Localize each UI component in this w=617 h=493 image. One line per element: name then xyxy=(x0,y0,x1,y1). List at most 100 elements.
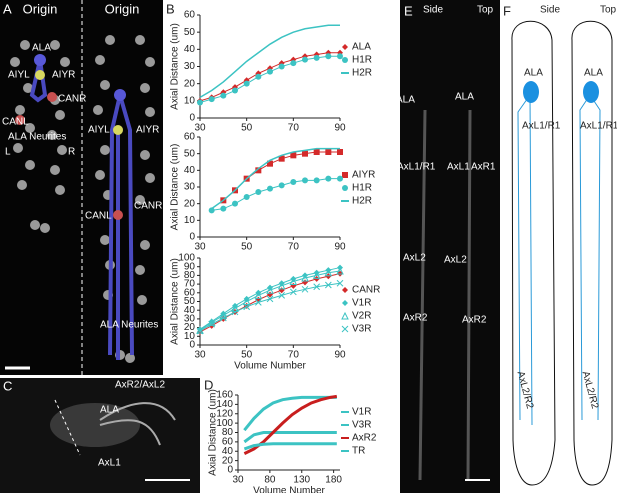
x-tick-label: 70 xyxy=(288,123,300,134)
marker xyxy=(255,73,262,80)
cell-label: CANL xyxy=(85,211,112,222)
marker xyxy=(208,96,215,103)
y-tick-label: 20 xyxy=(184,322,196,333)
cell-label: AIYR xyxy=(136,125,159,136)
marker xyxy=(277,281,286,290)
y-tick-label: 0 xyxy=(189,340,195,351)
y-tick-label: 40 xyxy=(184,44,196,55)
y-axis-label: Axial Distance (um) xyxy=(170,23,181,110)
marker xyxy=(254,299,262,306)
cell-label: AxL1/R1 xyxy=(580,121,617,132)
aiy-cell xyxy=(35,70,45,80)
y-tick-label: 40 xyxy=(184,165,196,176)
legend-label: TR xyxy=(352,446,365,457)
marker xyxy=(242,297,251,305)
y-axis-label: Axial Distance (um) xyxy=(170,258,181,345)
legend-label: ALA xyxy=(352,42,371,53)
y-tick-label: 80 xyxy=(184,270,196,281)
y-tick-label: 90 xyxy=(184,261,196,272)
legend-label: CANR xyxy=(352,285,380,296)
cell-label: AxR1 xyxy=(471,162,496,173)
marker xyxy=(313,283,321,291)
cell-label: AIYR xyxy=(52,70,75,81)
marker xyxy=(324,268,333,277)
marker xyxy=(313,149,320,155)
marker xyxy=(336,266,344,275)
y-axis-label: Axial Distance (um) xyxy=(208,389,219,476)
cell-label: AxR2/AxL2 xyxy=(115,380,165,391)
marker xyxy=(325,175,332,182)
neurites xyxy=(517,94,533,426)
y-tick-label: 30 xyxy=(184,61,196,72)
marker xyxy=(278,182,285,189)
cell-label: CANR xyxy=(134,201,162,212)
marker xyxy=(278,63,285,70)
marker xyxy=(266,286,274,294)
marker xyxy=(313,177,320,184)
cell-label: AxL1/R1 xyxy=(522,121,561,132)
cell-nuclei xyxy=(10,35,155,363)
marker xyxy=(290,152,297,159)
y-tick-label: 20 xyxy=(222,455,234,466)
cell-label: AxL2 xyxy=(444,255,467,266)
legend-label: H2R xyxy=(352,68,372,79)
x-tick-label: 90 xyxy=(334,242,346,253)
cell-label: AxL1 xyxy=(447,162,470,173)
series-line xyxy=(199,24,340,99)
panel-a-image xyxy=(0,0,163,375)
marker xyxy=(302,56,308,63)
view-title: Side xyxy=(540,5,560,16)
cell-label: AxR2 xyxy=(462,315,487,326)
y-tick-label: 100 xyxy=(178,253,195,264)
y-tick-label: 100 xyxy=(216,418,233,429)
cell-label: AIYL xyxy=(8,70,30,81)
view-title: Top xyxy=(600,5,617,16)
y-tick-label: 0 xyxy=(189,113,195,124)
x-tick-label: 30 xyxy=(194,350,206,361)
cell-label: ALA xyxy=(455,92,474,103)
y-tick-label: 50 xyxy=(184,296,196,307)
worm-outline xyxy=(571,20,613,486)
worm-head xyxy=(50,403,140,447)
x-tick-label: 30 xyxy=(232,475,244,486)
y-tick-label: 60 xyxy=(184,10,196,21)
marker xyxy=(337,175,343,182)
y-tick-label: 20 xyxy=(184,198,196,209)
cell-label: ALA xyxy=(100,405,119,416)
marker xyxy=(243,194,250,200)
marker xyxy=(220,205,227,212)
cell-label: AIYL xyxy=(88,125,110,136)
cell-label: ALA xyxy=(584,68,603,79)
marker xyxy=(337,53,343,60)
view-title: Origin xyxy=(23,1,58,16)
marker xyxy=(342,44,348,50)
marker xyxy=(342,287,348,293)
series-line xyxy=(211,147,340,210)
worm-outline xyxy=(511,20,556,486)
marker xyxy=(302,150,308,157)
x-tick-label: 90 xyxy=(334,350,346,361)
marker xyxy=(290,60,297,67)
marker xyxy=(324,281,332,289)
y-tick-label: 50 xyxy=(184,148,196,159)
y-axis-label: Axial Distance (um) xyxy=(170,144,181,231)
x-axis-label: Volume Number xyxy=(234,361,306,372)
y-tick-label: 0 xyxy=(189,232,195,243)
marker xyxy=(301,285,309,293)
legend-label: V3R xyxy=(352,324,371,335)
marker xyxy=(232,87,238,94)
legend-label: H2R xyxy=(352,196,372,207)
series-line xyxy=(243,442,337,451)
guide xyxy=(54,399,81,456)
x-tick-label: 30 xyxy=(194,123,206,134)
marker xyxy=(231,308,239,316)
series-line xyxy=(243,431,337,444)
panel-letter: B xyxy=(166,1,175,16)
panel-letter: A xyxy=(3,1,12,16)
ala-cell xyxy=(34,54,46,66)
y-tick-label: 40 xyxy=(184,305,196,316)
legend-label: V1R xyxy=(352,407,371,418)
marker xyxy=(255,189,262,195)
marker xyxy=(232,200,238,207)
cell-label: AxL1 xyxy=(98,458,121,469)
